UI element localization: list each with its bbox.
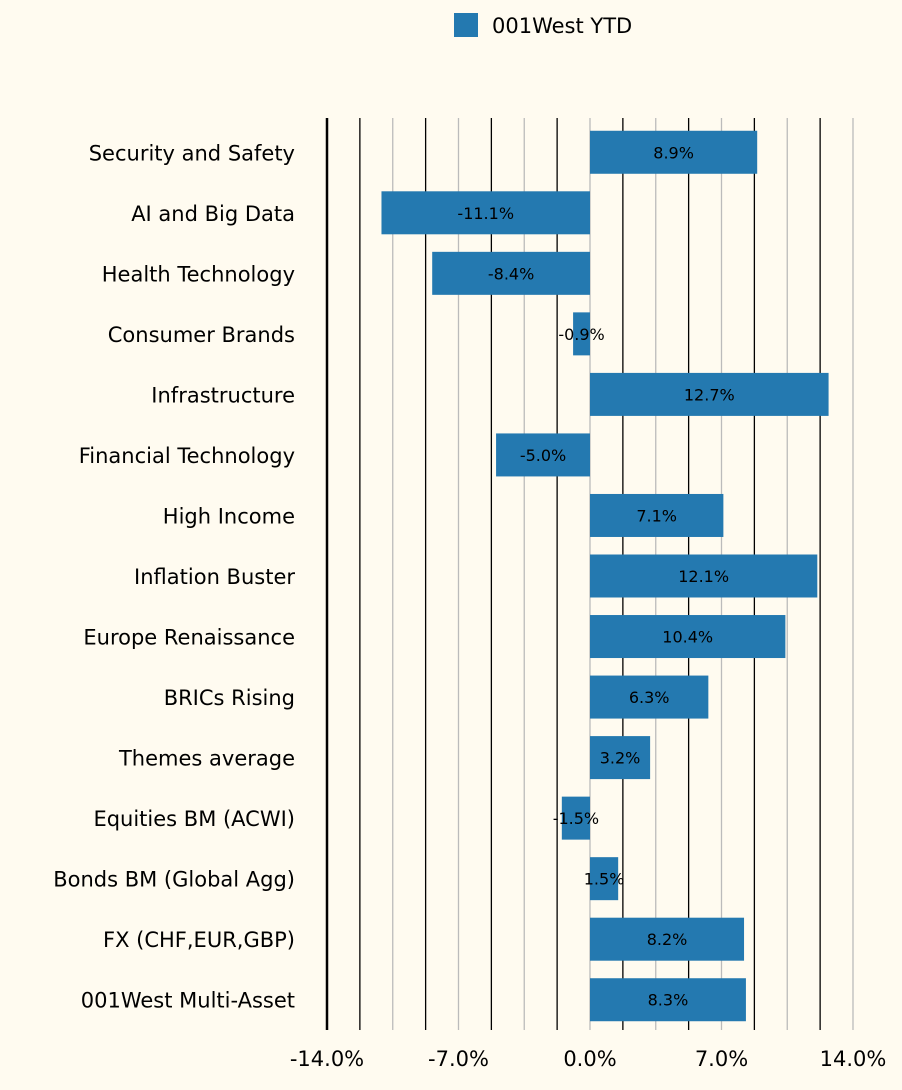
bar	[590, 978, 746, 1022]
data-label: 6.3%	[629, 688, 670, 707]
category-label: High Income	[163, 504, 295, 528]
x-tick-label: -14.0%	[290, 1047, 364, 1071]
bar	[590, 493, 724, 537]
bar	[381, 191, 590, 235]
data-label: -11.1%	[457, 204, 514, 223]
bar	[590, 615, 786, 659]
category-label: Bonds BM (Global Agg)	[53, 868, 295, 892]
legend-swatch	[454, 13, 478, 37]
category-label: BRICs Rising	[164, 686, 295, 710]
bar	[590, 554, 818, 598]
category-label: Equities BM (ACWI)	[93, 807, 295, 831]
data-label: -0.9%	[558, 325, 604, 344]
category-label: FX (CHF,EUR,GBP)	[103, 928, 295, 952]
data-label: 12.1%	[678, 567, 729, 586]
x-tick-label: -7.0%	[428, 1047, 489, 1071]
category-label: Consumer Brands	[108, 323, 295, 347]
category-label: Inflation Buster	[134, 565, 295, 589]
bar	[573, 312, 590, 356]
category-label: Health Technology	[102, 262, 295, 286]
bar	[590, 736, 651, 780]
bar	[590, 857, 619, 901]
category-label: Security and Safety	[89, 141, 295, 165]
bar	[561, 796, 590, 840]
category-label: Themes average	[118, 747, 295, 771]
x-tick-label: 0.0%	[563, 1047, 616, 1071]
category-label: Financial Technology	[79, 444, 295, 468]
data-label: -1.5%	[553, 809, 599, 828]
legend-label: 001West YTD	[492, 14, 632, 38]
data-label: 3.2%	[600, 749, 641, 768]
data-label: 8.9%	[653, 143, 694, 162]
data-label: -8.4%	[488, 264, 534, 283]
data-label: 8.2%	[647, 930, 688, 949]
bar	[590, 130, 758, 174]
data-label: -5.0%	[520, 446, 566, 465]
x-tick-label: 7.0%	[695, 1047, 748, 1071]
bar	[590, 372, 829, 416]
category-label: Europe Renaissance	[83, 626, 295, 650]
bar	[590, 675, 709, 719]
data-label: 7.1%	[636, 506, 677, 525]
data-label: 12.7%	[684, 385, 735, 404]
bar	[496, 433, 590, 477]
category-label: Infrastructure	[151, 383, 295, 407]
data-label: 10.4%	[662, 628, 713, 647]
category-label: AI and Big Data	[131, 202, 295, 226]
data-label: 1.5%	[584, 870, 625, 889]
category-label: 001West Multi-Asset	[81, 989, 295, 1013]
bar	[432, 251, 590, 295]
data-label: 8.3%	[648, 991, 689, 1010]
legend: 001West YTD	[454, 13, 632, 38]
bar	[590, 917, 745, 961]
x-tick-label: 14.0%	[820, 1047, 887, 1071]
